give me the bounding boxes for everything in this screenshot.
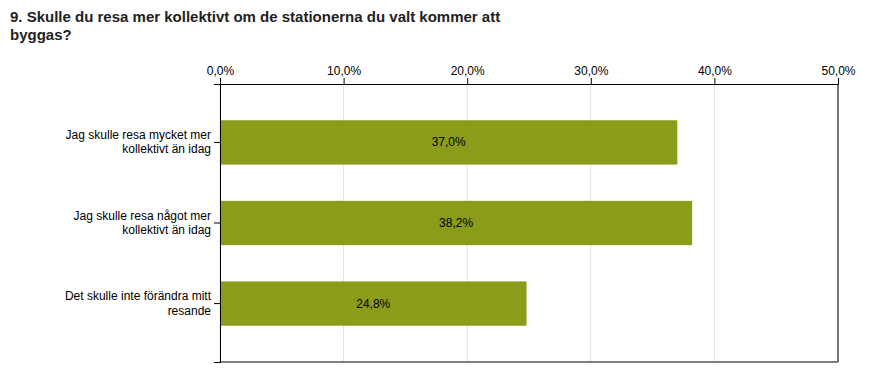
grid (220, 84, 838, 362)
y-axis-line (214, 85, 221, 363)
x-axis-line (221, 78, 839, 85)
chart-title: 9. Skulle du resa mer kollektivt om de s… (10, 8, 500, 43)
x-tick-mark (838, 78, 839, 84)
frame-bottom (220, 362, 838, 363)
chart-svg: 9. Skulle du resa mer kollektivt om de s… (0, 0, 872, 380)
y-tick-mark (214, 223, 220, 224)
x-tick: 10,0% (327, 64, 361, 84)
y-tick-label: Det skulle inte förändra mittresande (65, 289, 212, 317)
y-tick: Jag skulle resa något merkollektivt än i… (74, 209, 220, 237)
x-tick: 0,0% (207, 64, 235, 84)
x-tick-label: 0,0% (207, 64, 235, 78)
x-tick-label: 50,0% (821, 64, 855, 78)
bars (220, 120, 692, 325)
y-tick: Det skulle inte förändra mittresande (65, 289, 220, 317)
data-labels: 37,0% 38,2% 24,8% (356, 135, 473, 310)
data-label: 24,8% (356, 297, 390, 311)
x-tick-label: 20,0% (451, 64, 485, 78)
y-tick-label-line: Jag skulle resa mycket mer (66, 128, 211, 142)
plot-area: 0,0% 10,0% 20,0% 30,0% 40,0% 50,0% Jag skulle … (65, 64, 856, 363)
y-tick-label-line: kollektivt än idag (122, 142, 211, 156)
y-tick: Jag skulle resa mycket merkollektivt än … (66, 128, 220, 156)
x-tick-mark (344, 78, 345, 84)
x-tick: 50,0% (821, 64, 855, 84)
x-tick-mark (220, 78, 221, 84)
x-tick-mark (714, 78, 715, 84)
y-tick-mark (214, 303, 220, 304)
bar (220, 201, 692, 245)
chart-title-line: byggas? (10, 26, 72, 43)
y-tick-label-line: Jag skulle resa något mer (74, 209, 211, 223)
x-tick: 20,0% (451, 64, 485, 84)
y-tick-mark (214, 142, 220, 143)
data-label: 38,2% (439, 216, 473, 230)
grid-line (714, 84, 715, 362)
y-axis: Jag skulle resa mycket merkollektivt än … (65, 85, 221, 363)
bar (220, 120, 677, 164)
x-axis: 0,0% 10,0% 20,0% 30,0% 40,0% 50,0% (207, 64, 856, 85)
x-tick: 40,0% (698, 64, 732, 84)
y-tick-label: Jag skulle resa något merkollektivt än i… (74, 209, 211, 237)
y-tick-label: Jag skulle resa mycket merkollektivt än … (66, 128, 211, 156)
y-tick-label-line: kollektivt än idag (122, 223, 211, 237)
y-tick-label-line: Det skulle inte förändra mitt (65, 289, 212, 303)
y-tick-label-line: resande (168, 304, 212, 318)
x-tick-label: 10,0% (327, 64, 361, 78)
x-tick-label: 40,0% (698, 64, 732, 78)
x-tick-label: 30,0% (574, 64, 608, 78)
data-label: 37,0% (432, 135, 466, 149)
chart-title-line: 9. Skulle du resa mer kollektivt om de s… (10, 8, 500, 25)
bar (220, 281, 527, 325)
grid-line (838, 84, 839, 362)
x-tick: 30,0% (574, 64, 608, 84)
frame-right (838, 84, 839, 362)
x-tick-mark (467, 78, 468, 84)
x-tick-mark (591, 78, 592, 84)
